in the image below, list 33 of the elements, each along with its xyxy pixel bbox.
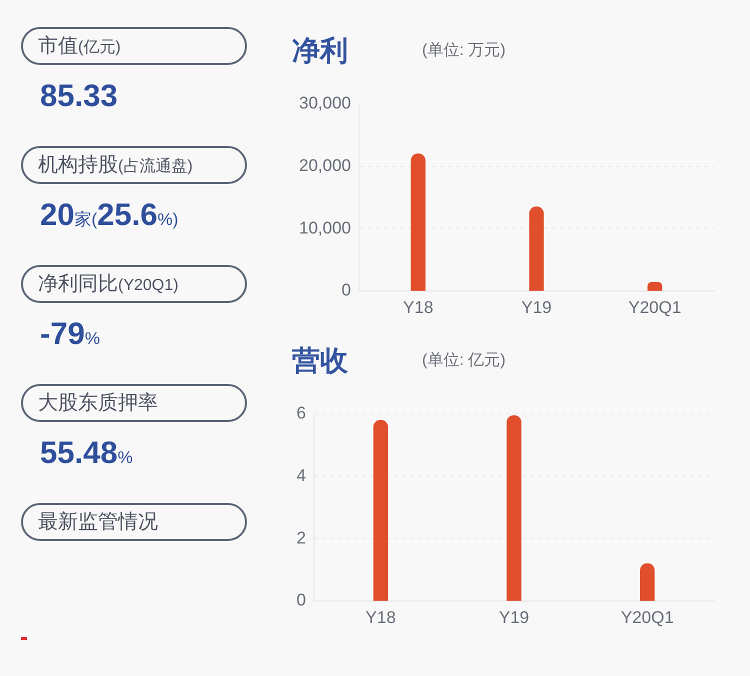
y-tick-label: 30,000 bbox=[299, 94, 351, 113]
x-tick-label: Y20Q1 bbox=[628, 298, 682, 317]
y-tick-label: 4 bbox=[296, 466, 306, 486]
x-tick-label: Y19 bbox=[498, 608, 530, 627]
chart-subtitle: (单位: 亿元) bbox=[422, 352, 506, 370]
text: 机构持股(占流通盘) bbox=[38, 154, 193, 176]
bar bbox=[506, 415, 522, 601]
text: 最新监管情况 bbox=[38, 511, 158, 533]
bar bbox=[640, 563, 655, 601]
bar bbox=[529, 206, 544, 291]
y-tick-label: 20,000 bbox=[299, 156, 351, 176]
text: 20家(25.6%) bbox=[40, 197, 178, 232]
x-tick-label: Y19 bbox=[521, 298, 552, 317]
text: 市值(亿元) bbox=[38, 35, 121, 57]
bar bbox=[410, 154, 426, 291]
x-tick-label: Y18 bbox=[366, 608, 396, 627]
text: -79% bbox=[40, 316, 100, 351]
text: 85.33 bbox=[40, 78, 118, 113]
chart-subtitle: (单位: 万元) bbox=[422, 42, 506, 60]
bar bbox=[648, 282, 662, 291]
text: 55.48% bbox=[40, 435, 133, 470]
y-tick-label: 2 bbox=[296, 528, 306, 548]
chart-title: 净利 bbox=[292, 35, 348, 66]
y-tick-label: 6 bbox=[296, 404, 306, 423]
y-tick-label: 10,000 bbox=[299, 218, 351, 238]
y-tick-label: 0 bbox=[296, 590, 306, 610]
text: 大股东质押率 bbox=[38, 392, 158, 414]
y-tick-label: 0 bbox=[342, 280, 351, 300]
x-tick-label: Y18 bbox=[403, 298, 434, 317]
text: 净利同比(Y20Q1) bbox=[38, 273, 178, 295]
x-tick-label: Y20Q1 bbox=[620, 608, 674, 627]
chart-title: 营收 bbox=[292, 345, 348, 376]
bar bbox=[373, 420, 388, 601]
